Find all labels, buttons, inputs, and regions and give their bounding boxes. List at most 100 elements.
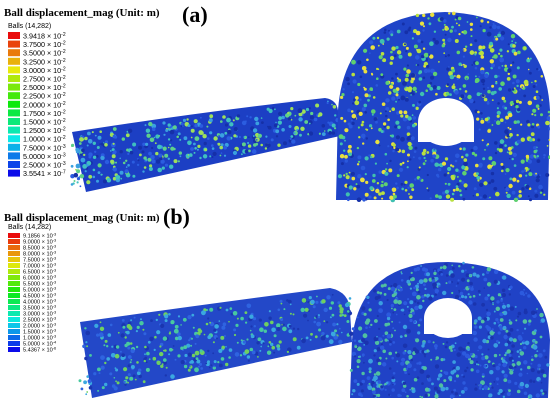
legend-exponent: -2 (61, 49, 66, 55)
particle (428, 53, 431, 56)
particle (528, 187, 532, 190)
particle (521, 187, 525, 191)
particle (469, 281, 473, 286)
particle (487, 348, 490, 351)
particle (136, 371, 141, 376)
particle (464, 75, 470, 81)
particle (461, 269, 465, 273)
legend-mantissa: 2.5000 × 10 (23, 83, 61, 92)
particle (343, 119, 347, 123)
particle (476, 274, 480, 278)
particle (288, 324, 292, 328)
particle (337, 301, 341, 305)
particle (472, 194, 475, 197)
particle (344, 154, 348, 159)
particle (501, 288, 506, 293)
legend-exponent: -2 (61, 66, 66, 72)
particle (413, 320, 416, 324)
particle (473, 145, 478, 151)
legend-swatch (8, 32, 20, 39)
legend-entry: 1.2500 × 10-2 (23, 126, 66, 135)
particle (430, 158, 434, 163)
particle (411, 387, 414, 390)
particle (376, 77, 379, 80)
particle (475, 369, 480, 374)
particle (419, 21, 425, 26)
particle (88, 386, 93, 390)
particle (228, 320, 230, 323)
particle (361, 379, 366, 384)
particle (501, 96, 506, 101)
particle (365, 128, 367, 131)
particle (363, 48, 368, 53)
particle (388, 393, 391, 396)
particle (508, 309, 510, 311)
particle (94, 150, 97, 153)
particle (488, 384, 492, 388)
particle (459, 179, 462, 183)
particle (424, 387, 430, 392)
particle (310, 111, 314, 116)
particle (124, 169, 129, 174)
particle (407, 363, 412, 369)
particle (212, 366, 216, 370)
legend-entry: 3.5000 × 10-2 (23, 49, 66, 58)
particle (300, 126, 305, 131)
particle (363, 87, 367, 91)
particle (517, 335, 522, 340)
particle (511, 190, 516, 195)
particle (478, 75, 481, 78)
particle (235, 323, 239, 327)
particle (486, 21, 490, 24)
particle (521, 170, 524, 173)
particle (475, 363, 478, 366)
particle (516, 66, 520, 70)
particle (499, 318, 504, 322)
particle (104, 143, 108, 147)
particle (492, 22, 495, 25)
particle (364, 192, 369, 197)
particle (454, 159, 458, 163)
particle (104, 140, 109, 144)
particle (519, 290, 525, 296)
particle (135, 345, 139, 349)
particle (351, 91, 355, 94)
particle (383, 125, 387, 128)
particle (173, 147, 176, 151)
particle (390, 286, 396, 292)
particle (334, 114, 337, 117)
legend-entry: 1.5000 × 10-2 (23, 118, 66, 127)
particle (497, 321, 500, 324)
particle (508, 321, 513, 325)
particle (167, 157, 170, 160)
particle (106, 357, 110, 361)
particle (524, 383, 530, 388)
particle (87, 131, 91, 136)
particle (82, 344, 86, 349)
particle (260, 143, 264, 147)
particle (213, 360, 217, 364)
particle (268, 108, 273, 114)
particle (377, 44, 380, 47)
particle (373, 349, 377, 353)
particle (149, 164, 153, 168)
particle (534, 329, 537, 332)
particle (508, 112, 513, 118)
particle (370, 323, 373, 327)
particle (242, 340, 246, 344)
legend-entry: 8.5000 × 10-3 (23, 244, 56, 252)
particle (391, 107, 396, 111)
legend-entry: 2.5000 × 10-2 (23, 83, 66, 92)
particle (480, 69, 485, 75)
particle (366, 376, 371, 380)
particle (383, 31, 387, 34)
particle (511, 344, 515, 348)
particle (348, 152, 352, 157)
particle (444, 33, 447, 36)
particle (328, 306, 333, 310)
particle (356, 382, 360, 386)
particle (470, 28, 473, 31)
particle (367, 94, 371, 98)
particle (277, 347, 281, 351)
legend-mantissa: 1.2500 × 10 (23, 126, 61, 135)
